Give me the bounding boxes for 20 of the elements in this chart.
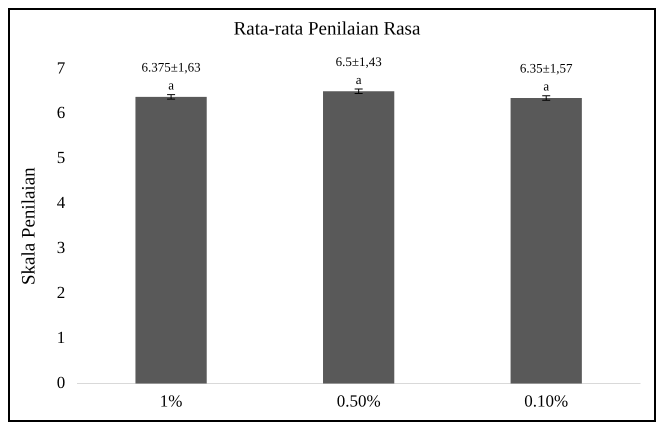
- y-tick-label: 0: [56, 373, 66, 392]
- chart-title: Rata-rata Penilaian Rasa: [234, 18, 421, 40]
- y-tick-label: 7: [56, 58, 66, 78]
- y-axis-title: Skala Penilaian: [18, 166, 40, 286]
- annotation: a: [356, 72, 362, 87]
- y-tick-label: 4: [56, 193, 66, 212]
- y-tick-label: 1: [56, 328, 66, 348]
- data-label: 6.5±1,43: [336, 54, 382, 69]
- annotation: a: [168, 78, 174, 93]
- x-tick-label: 1%: [160, 391, 182, 410]
- y-tick-label: 3: [56, 238, 66, 258]
- chart-frame: Skala Penilaian Rata-rata Penilaian Rasa 1% 0.50% 0.10% 0 1 2 3 4 5 6 7 a a a 6.375±1,63 6.5±1,43 6.35±1,57: [8, 8, 656, 422]
- data-label: 6.35±1,57: [520, 60, 574, 76]
- data-label: 6.375±1,63: [142, 60, 201, 75]
- y-tick-label: 2: [56, 283, 66, 302]
- x-tick-label: 0.10%: [524, 391, 568, 410]
- y-tick-label: 6: [56, 103, 66, 122]
- annotation: a: [543, 78, 550, 94]
- x-tick-label: 0.50%: [336, 391, 381, 410]
- y-tick-label: 5: [56, 148, 66, 168]
